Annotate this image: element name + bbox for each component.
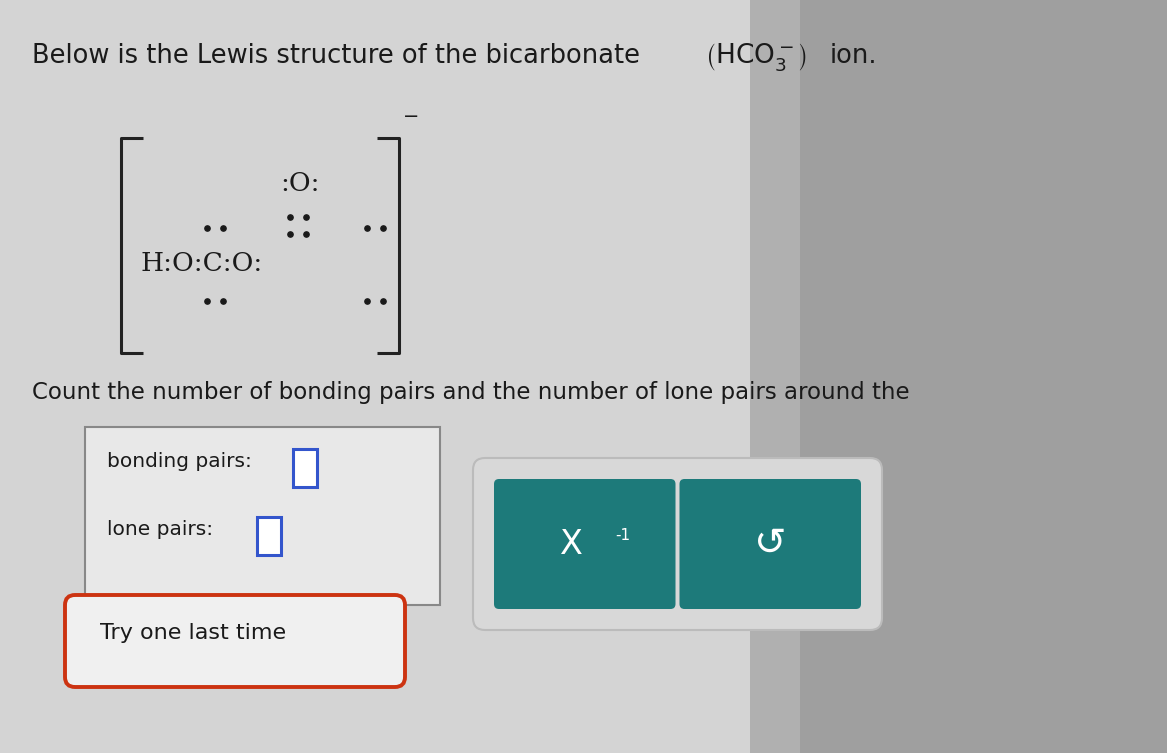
FancyBboxPatch shape: [494, 479, 676, 609]
Text: X: X: [560, 528, 582, 560]
Bar: [750, 0, 1167, 753]
Text: :O:: :O:: [280, 171, 320, 196]
Text: bonding pairs:: bonding pairs:: [107, 452, 252, 471]
Text: lone pairs:: lone pairs:: [107, 520, 214, 539]
Text: ion.: ion.: [830, 43, 878, 69]
Text: ↺: ↺: [754, 525, 787, 563]
Text: Try one last time: Try one last time: [100, 623, 286, 643]
Bar: [0, 0, 750, 753]
FancyBboxPatch shape: [65, 595, 405, 687]
Text: Below is the Lewis structure of the bicarbonate: Below is the Lewis structure of the bica…: [32, 43, 640, 69]
Text: H:O:C:O:: H:O:C:O:: [140, 251, 263, 276]
Text: Count the number of bonding pairs and the number of lone pairs around the: Count the number of bonding pairs and th…: [32, 381, 909, 404]
Text: -1: -1: [616, 529, 630, 544]
FancyBboxPatch shape: [257, 517, 281, 555]
FancyBboxPatch shape: [473, 458, 882, 630]
Text: −: −: [403, 107, 419, 126]
Text: $\left(\mathrm{HCO_3^-}\right)$: $\left(\mathrm{HCO_3^-}\right)$: [705, 41, 808, 73]
Bar: [801, 0, 1167, 753]
FancyBboxPatch shape: [679, 479, 861, 609]
FancyBboxPatch shape: [85, 427, 440, 605]
FancyBboxPatch shape: [293, 449, 317, 487]
